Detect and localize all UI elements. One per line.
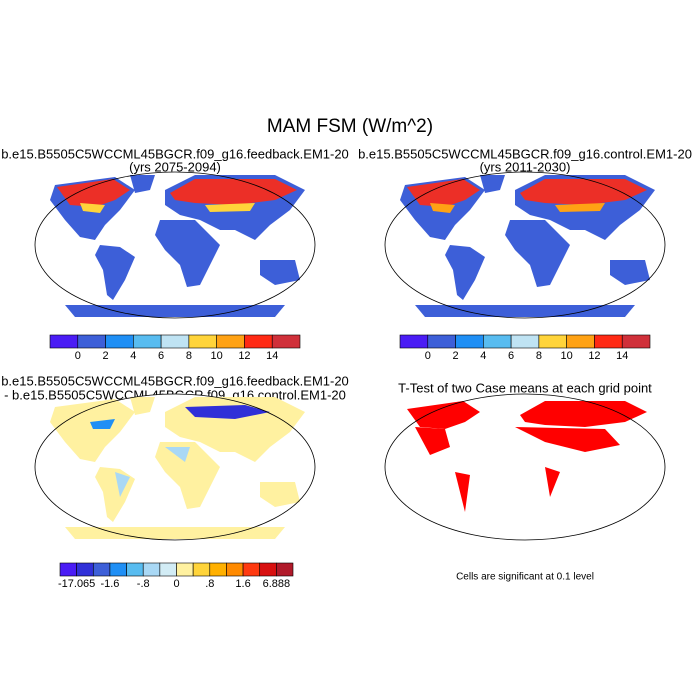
note: Cells are significant at 0.1 level <box>456 572 594 583</box>
colorbar-label: 14 <box>616 350 628 362</box>
colorbar-label: -1.6 <box>100 578 119 590</box>
panel-title: b.e15.B5505C5WCCML45BGCR.f09_g16.control… <box>358 146 692 161</box>
colorbar-label: 0 <box>75 350 81 362</box>
colorbar-box <box>59 562 77 577</box>
map <box>34 171 316 319</box>
colorbar-box <box>510 334 540 349</box>
colorbar-box <box>399 334 429 349</box>
colorbar-label: 6.888 <box>263 578 291 590</box>
colorbar-box <box>271 334 301 349</box>
colorbar-box <box>538 334 567 349</box>
colorbar-box <box>105 334 134 349</box>
colorbar-box <box>455 334 484 349</box>
colorbar-box <box>594 334 623 349</box>
colorbar-box <box>209 562 227 577</box>
colorbar-box <box>133 334 162 349</box>
colorbar-label: 14 <box>266 350 278 362</box>
colorbar-label: 6 <box>508 350 514 362</box>
colorbar-label: 8 <box>186 350 192 362</box>
colorbar-label: 2 <box>102 350 108 362</box>
figure-title: MAM FSM (W/m^2) <box>267 116 433 137</box>
colorbar-label: 0 <box>173 578 179 590</box>
colorbar-box <box>142 562 161 577</box>
colorbar-box <box>76 562 94 577</box>
colorbar-box <box>621 334 651 349</box>
colorbar-box <box>126 562 144 577</box>
panel-title: b.e15.B5505C5WCCML45BGCR.f09_g16.feedbac… <box>1 146 349 161</box>
colorbar-box <box>244 334 273 349</box>
colorbar-label: 4 <box>130 350 136 362</box>
colorbar-box <box>259 562 277 577</box>
colorbar-label: 12 <box>588 350 600 362</box>
colorbar-label: -17.065 <box>58 578 95 590</box>
colorbar-box <box>160 334 190 349</box>
colorbar-box <box>427 334 456 349</box>
colorbar-label: -.8 <box>137 578 150 590</box>
colorbar-label: 6 <box>158 350 164 362</box>
colorbar-box <box>77 334 106 349</box>
panel-title: b.e15.B5505C5WCCML45BGCR.f09_g16.feedbac… <box>1 373 349 388</box>
colorbar-box <box>483 334 512 349</box>
colorbar-label: 0 <box>425 350 431 362</box>
colorbar-box <box>159 562 177 577</box>
colorbar-label: 8 <box>536 350 542 362</box>
panel-title: T-Test of two Case means at each grid po… <box>398 380 652 395</box>
map <box>384 171 666 319</box>
colorbar-label: .8 <box>205 578 214 590</box>
colorbar-box <box>92 562 111 577</box>
colorbar-box <box>49 334 79 349</box>
panel-title: (yrs 2075-2094) <box>129 159 221 174</box>
colorbar-label: 1.6 <box>235 578 250 590</box>
colorbar-label: 4 <box>480 350 486 362</box>
colorbar-box <box>176 562 194 577</box>
colorbar-box <box>188 334 217 349</box>
colorbar-box <box>276 562 294 577</box>
colorbar-label: 10 <box>561 350 573 362</box>
map <box>384 393 666 541</box>
map <box>34 393 316 541</box>
colorbar-box <box>109 562 127 577</box>
colorbar-label: 10 <box>211 350 223 362</box>
colorbar-box <box>216 334 245 349</box>
colorbar-box <box>226 562 244 577</box>
colorbar-label: 2 <box>452 350 458 362</box>
colorbar-box <box>242 562 261 577</box>
colorbar-box <box>566 334 595 349</box>
colorbar-label: 12 <box>238 350 250 362</box>
panel-title: (yrs 2011-2030) <box>480 159 571 174</box>
colorbar-box <box>192 562 211 577</box>
